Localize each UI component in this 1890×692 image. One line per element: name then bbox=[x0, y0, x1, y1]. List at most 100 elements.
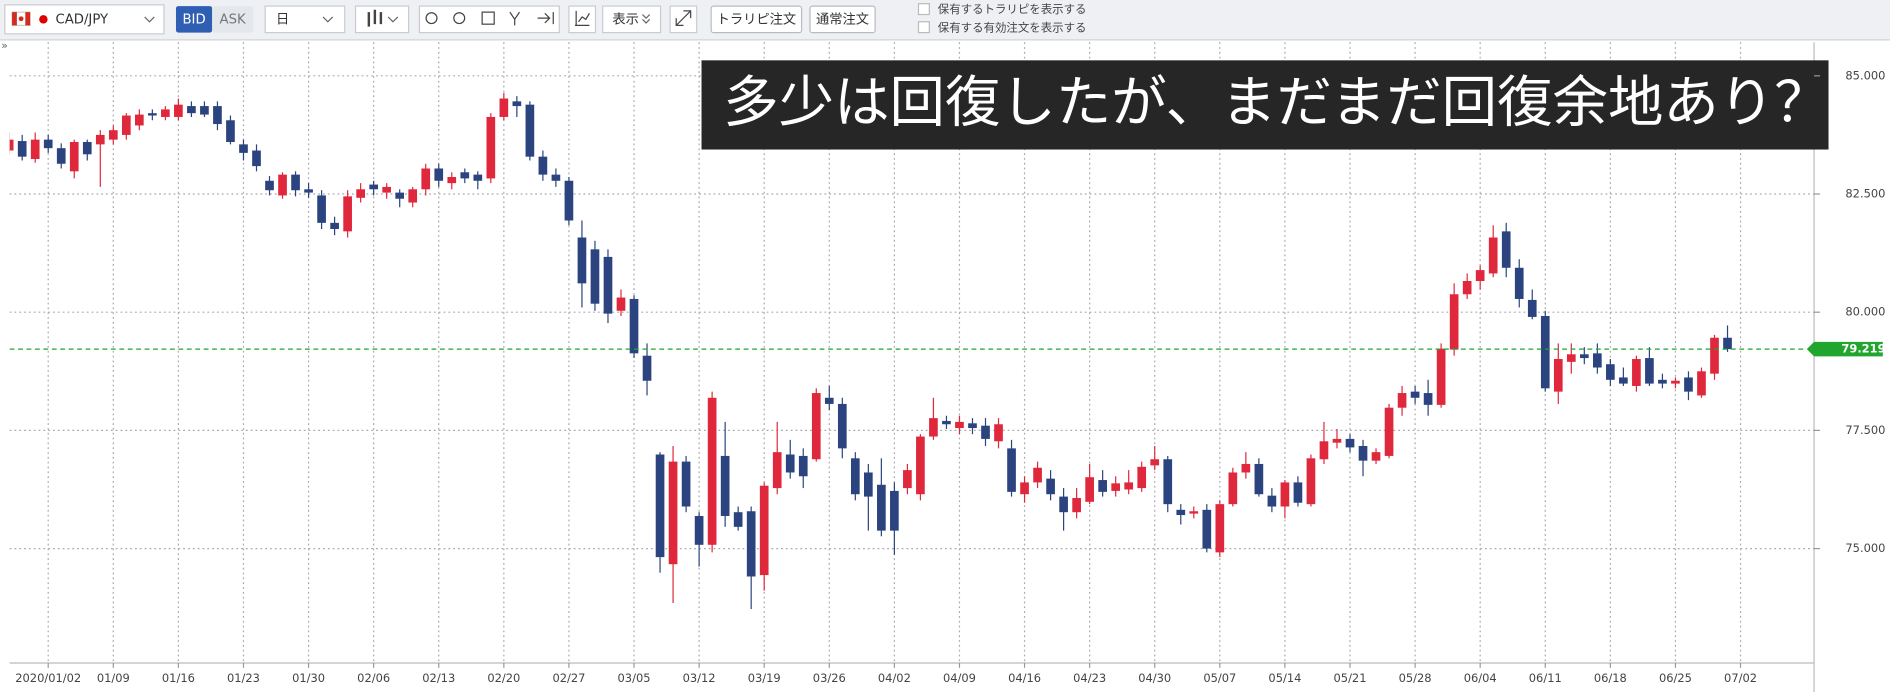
indicator-button[interactable] bbox=[568, 5, 597, 34]
x-tick-label: 06/11 bbox=[1529, 671, 1562, 685]
candle-body bbox=[1619, 377, 1628, 384]
candle-body bbox=[1540, 315, 1550, 389]
candle-body bbox=[1527, 299, 1537, 317]
current-price-tag bbox=[1806, 341, 1883, 357]
candle-body bbox=[460, 172, 470, 179]
zoom-out[interactable] bbox=[453, 12, 466, 25]
collapse[interactable]: » bbox=[1, 39, 8, 52]
candle-body bbox=[317, 195, 326, 223]
y-tool[interactable] bbox=[509, 11, 521, 26]
candle-body bbox=[864, 472, 873, 497]
candle-body bbox=[903, 470, 912, 489]
expand-button[interactable] bbox=[669, 5, 698, 34]
indicator-icon bbox=[574, 10, 590, 26]
flag-ca-right bbox=[25, 12, 31, 26]
y-tick-label: 85.000 bbox=[1845, 68, 1885, 82]
candle-body bbox=[408, 189, 418, 203]
symbol-select[interactable] bbox=[4, 4, 165, 35]
candle-body bbox=[1098, 480, 1107, 492]
candle-body bbox=[213, 106, 222, 125]
candle-body bbox=[121, 115, 131, 135]
chart-type-select[interactable] bbox=[354, 5, 410, 34]
candle-body bbox=[1059, 496, 1068, 513]
fit[interactable] bbox=[481, 11, 495, 25]
chart-title: 多少は回復したが、まだまだ回復余地あり？ bbox=[723, 71, 1830, 135]
candle-body bbox=[1658, 379, 1667, 384]
normal-order-button[interactable] bbox=[809, 5, 876, 34]
candle-body bbox=[929, 418, 938, 437]
x-tick-label: 04/16 bbox=[1008, 671, 1041, 685]
candle-body bbox=[1632, 359, 1641, 386]
candle-body bbox=[746, 511, 756, 577]
chevron bbox=[322, 16, 334, 23]
bid-button[interactable] bbox=[175, 6, 213, 33]
candle-body bbox=[629, 298, 639, 354]
x-tick-label: 01/16 bbox=[162, 671, 195, 685]
candle-body bbox=[720, 455, 730, 516]
checkbox[interactable] bbox=[917, 21, 930, 34]
chevron bbox=[144, 16, 155, 23]
overlay: 多少は回復したが、まだまだ回復余地あり？ bbox=[701, 60, 1830, 150]
x-tick-label: 04/23 bbox=[1073, 671, 1106, 685]
candle-body bbox=[1645, 358, 1654, 384]
candle-body bbox=[330, 222, 339, 229]
candle-body bbox=[382, 186, 392, 193]
candle-body bbox=[694, 515, 704, 545]
candle-body bbox=[56, 148, 66, 164]
y-tick-label: 82.500 bbox=[1845, 187, 1885, 201]
candle-body bbox=[499, 98, 509, 117]
candle-body bbox=[1137, 466, 1147, 489]
candle-body bbox=[1345, 438, 1355, 448]
trarepeat-button[interactable] bbox=[710, 5, 803, 34]
candle-body bbox=[1501, 231, 1511, 268]
candle-body bbox=[890, 490, 899, 531]
timeframe-select[interactable] bbox=[264, 5, 346, 34]
candle-body bbox=[95, 134, 105, 145]
candle-body bbox=[226, 120, 235, 143]
candle-body bbox=[942, 420, 951, 425]
x-tick-label: 01/23 bbox=[227, 671, 260, 685]
scroll-end[interactable] bbox=[537, 12, 554, 25]
candle-body bbox=[955, 421, 964, 429]
x-tick-label: 02/13 bbox=[422, 671, 455, 685]
ask-button[interactable] bbox=[212, 6, 254, 33]
candle-body bbox=[108, 130, 118, 140]
display-button[interactable] bbox=[602, 5, 662, 34]
candle-body bbox=[551, 174, 561, 181]
candle-body bbox=[837, 403, 847, 449]
candle-body bbox=[486, 116, 496, 179]
candle-body bbox=[1124, 482, 1134, 490]
candle-body bbox=[291, 174, 300, 191]
candle-body bbox=[1697, 371, 1706, 396]
current-price-label: 79.219 bbox=[1841, 342, 1885, 356]
x-tick-label: 07/02 bbox=[1724, 671, 1757, 685]
candle-body bbox=[239, 144, 248, 153]
candle-body bbox=[616, 297, 626, 311]
x-tick-label: 02/06 bbox=[357, 671, 390, 685]
x-tick-label: 01/09 bbox=[97, 671, 130, 685]
candle-body bbox=[733, 512, 743, 527]
candle-body bbox=[135, 114, 144, 126]
candle-body bbox=[994, 424, 1003, 442]
x-tick-label: 02/27 bbox=[552, 671, 585, 685]
candle-body bbox=[82, 142, 92, 155]
candle-body bbox=[1384, 407, 1394, 456]
candle-body bbox=[1710, 337, 1719, 374]
zoom-in[interactable] bbox=[425, 12, 438, 25]
y-tick-label: 75.000 bbox=[1845, 541, 1885, 555]
candle-body bbox=[968, 423, 977, 429]
candle-body bbox=[1397, 393, 1407, 408]
checkbox[interactable] bbox=[917, 3, 930, 16]
x-tick-label: 05/28 bbox=[1399, 671, 1432, 685]
candle-body bbox=[707, 397, 717, 545]
candle-body bbox=[798, 455, 808, 477]
candle-body bbox=[590, 249, 600, 304]
candle-body bbox=[1241, 463, 1251, 473]
x-tick-label: 03/05 bbox=[618, 671, 651, 685]
candle-body bbox=[447, 176, 457, 184]
x-tick-label: 03/19 bbox=[748, 671, 781, 685]
candle-body bbox=[1046, 478, 1055, 495]
candle-body bbox=[187, 106, 196, 114]
